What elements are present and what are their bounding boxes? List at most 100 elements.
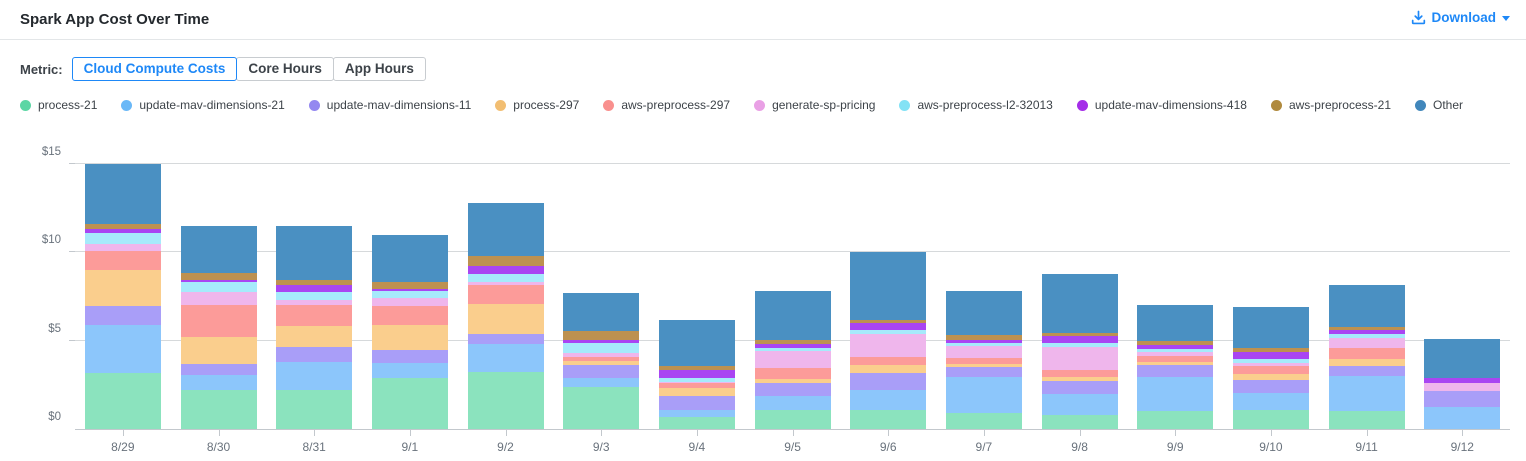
bar-segment[interactable]	[467, 333, 544, 345]
bar-segment[interactable]	[467, 265, 544, 274]
bar-segment[interactable]	[754, 291, 831, 340]
stacked-bar[interactable]	[658, 319, 735, 429]
bar-segment[interactable]	[1137, 411, 1214, 429]
legend-item[interactable]: aws-preprocess-297	[603, 98, 730, 112]
bar-segment[interactable]	[1041, 393, 1118, 415]
bar-segment[interactable]	[850, 330, 927, 334]
bar-segment[interactable]	[1328, 366, 1405, 377]
bar-segment[interactable]	[1424, 391, 1501, 407]
stacked-bar[interactable]	[945, 291, 1022, 429]
bar-segment[interactable]	[1328, 411, 1405, 429]
bar-segment[interactable]	[658, 416, 735, 429]
bar-segment[interactable]	[754, 347, 831, 352]
bar-segment[interactable]	[1232, 359, 1309, 363]
bar-segment[interactable]	[467, 202, 544, 256]
bar-segment[interactable]	[563, 377, 640, 387]
stacked-bar[interactable]	[1424, 338, 1501, 429]
bar-segment[interactable]	[754, 383, 831, 397]
stacked-bar[interactable]	[563, 293, 640, 429]
bar-segment[interactable]	[1232, 410, 1309, 429]
bar-segment[interactable]	[754, 339, 831, 345]
bar-segment[interactable]	[276, 225, 353, 280]
bar-segment[interactable]	[945, 339, 1022, 343]
bar-segment[interactable]	[276, 305, 353, 326]
bar-segment[interactable]	[180, 282, 257, 293]
bar-segment[interactable]	[945, 291, 1022, 336]
bar-segment[interactable]	[1232, 347, 1309, 353]
bar-segment[interactable]	[658, 396, 735, 410]
bar-segment[interactable]	[467, 344, 544, 373]
stacked-bar[interactable]	[467, 202, 544, 429]
bar-segment[interactable]	[180, 337, 257, 364]
bar-segment[interactable]	[1041, 369, 1118, 377]
bar-segment[interactable]	[1041, 343, 1118, 347]
bar-segment[interactable]	[658, 382, 735, 384]
bar-segment[interactable]	[1041, 376, 1118, 382]
bar-segment[interactable]	[180, 390, 257, 429]
bar-segment[interactable]	[180, 225, 257, 273]
bar-segment[interactable]	[1424, 338, 1501, 378]
stacked-bar[interactable]	[180, 225, 257, 429]
bar-segment[interactable]	[84, 324, 161, 374]
bar-segment[interactable]	[1137, 352, 1214, 356]
bar-segment[interactable]	[467, 273, 544, 283]
bar-segment[interactable]	[1137, 361, 1214, 365]
bar-segment[interactable]	[371, 306, 448, 325]
bar-segment[interactable]	[467, 372, 544, 429]
bar-segment[interactable]	[850, 333, 927, 357]
bar-segment[interactable]	[371, 234, 448, 283]
bar-segment[interactable]	[180, 363, 257, 376]
bar-segment[interactable]	[850, 409, 927, 429]
bar-segment[interactable]	[563, 386, 640, 429]
bar-segment[interactable]	[945, 367, 1022, 377]
bar-segment[interactable]	[276, 361, 353, 391]
bar-segment[interactable]	[850, 319, 927, 324]
bar-segment[interactable]	[276, 285, 353, 293]
bar-segment[interactable]	[1424, 383, 1501, 392]
stacked-bar[interactable]	[754, 291, 831, 429]
bar-segment[interactable]	[84, 229, 161, 233]
metric-option-core-hours[interactable]: Core Hours	[236, 57, 334, 81]
bar-segment[interactable]	[754, 351, 831, 369]
bar-segment[interactable]	[945, 376, 1022, 414]
bar-segment[interactable]	[1041, 346, 1118, 370]
bar-segment[interactable]	[563, 361, 640, 365]
legend-item[interactable]: update-mav-dimensions-11	[308, 98, 471, 112]
bar-segment[interactable]	[563, 331, 640, 340]
bar-segment[interactable]	[1424, 377, 1501, 384]
bar-segment[interactable]	[1137, 340, 1214, 346]
download-button[interactable]: Download	[1411, 10, 1510, 25]
bar-segment[interactable]	[563, 364, 640, 378]
bar-segment[interactable]	[371, 288, 448, 292]
bar-segment[interactable]	[371, 377, 448, 429]
bar-segment[interactable]	[945, 342, 1022, 347]
bar-segment[interactable]	[180, 305, 257, 338]
bar-segment[interactable]	[371, 298, 448, 307]
bar-segment[interactable]	[658, 383, 735, 389]
stacked-bar[interactable]	[1328, 285, 1405, 429]
bar-segment[interactable]	[850, 373, 927, 391]
bar-segment[interactable]	[658, 409, 735, 417]
bar-segment[interactable]	[563, 356, 640, 361]
bar-segment[interactable]	[1328, 333, 1405, 339]
bar-segment[interactable]	[84, 250, 161, 271]
legend-item[interactable]: process-297	[495, 98, 579, 112]
bar-segment[interactable]	[84, 224, 161, 230]
bar-segment[interactable]	[658, 377, 735, 383]
bar-segment[interactable]	[1041, 332, 1118, 337]
bar-segment[interactable]	[1328, 330, 1405, 334]
bar-segment[interactable]	[1137, 305, 1214, 341]
bar-segment[interactable]	[945, 363, 1022, 368]
bar-segment[interactable]	[563, 343, 640, 354]
stacked-bar[interactable]	[1137, 305, 1214, 429]
bar-segment[interactable]	[658, 388, 735, 397]
bar-segment[interactable]	[84, 306, 161, 325]
bar-segment[interactable]	[754, 368, 831, 379]
bar-segment[interactable]	[1041, 381, 1118, 394]
bar-segment[interactable]	[276, 300, 353, 306]
bar-segment[interactable]	[754, 409, 831, 429]
bar-segment[interactable]	[1232, 392, 1309, 411]
bar-segment[interactable]	[850, 356, 927, 366]
metric-option-app-hours[interactable]: App Hours	[332, 57, 426, 81]
bar-segment[interactable]	[84, 373, 161, 429]
